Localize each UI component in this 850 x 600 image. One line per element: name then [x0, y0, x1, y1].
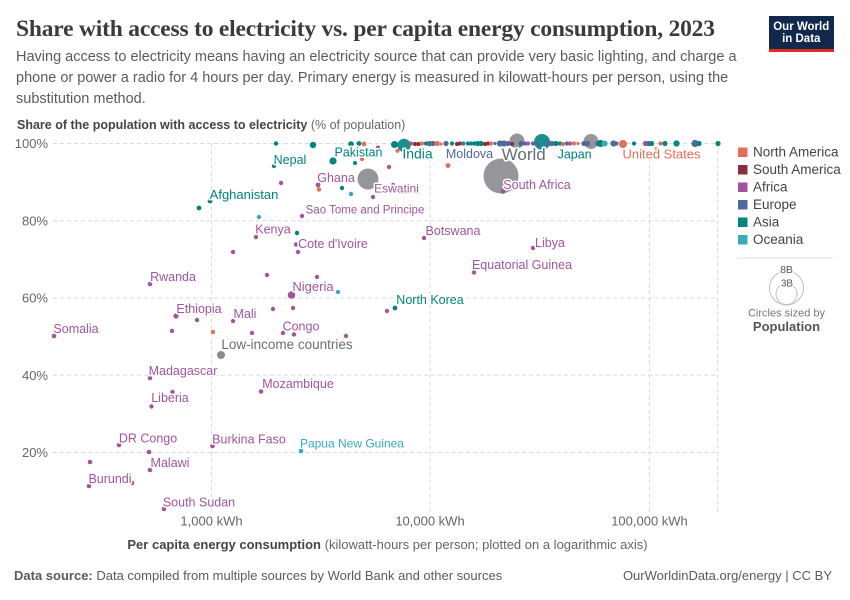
svg-text:Kenya: Kenya: [255, 222, 290, 236]
svg-text:100,000 kWh: 100,000 kWh: [611, 514, 688, 529]
svg-text:40%: 40%: [22, 368, 48, 383]
svg-text:Oceania: Oceania: [753, 232, 804, 247]
svg-text:Somalia: Somalia: [53, 322, 98, 336]
svg-text:Congo: Congo: [283, 319, 320, 333]
svg-text:Nepal: Nepal: [274, 153, 307, 167]
svg-text:North America: North America: [753, 145, 839, 160]
svg-text:1,000 kWh: 1,000 kWh: [180, 514, 242, 529]
svg-text:Papua New Guinea: Papua New Guinea: [300, 437, 404, 451]
svg-text:100%: 100%: [15, 136, 49, 151]
svg-text:Equatorial Guinea: Equatorial Guinea: [472, 258, 572, 272]
svg-text:Rwanda: Rwanda: [150, 270, 196, 284]
svg-text:Afghanistan: Afghanistan: [210, 187, 279, 202]
svg-text:Mali: Mali: [234, 307, 257, 321]
svg-text:Burkina Faso: Burkina Faso: [212, 432, 286, 446]
svg-text:Botswana: Botswana: [426, 224, 481, 238]
svg-text:Madagascar: Madagascar: [149, 364, 218, 378]
svg-text:Libya: Libya: [535, 236, 565, 250]
svg-text:Pakistan: Pakistan: [335, 145, 383, 159]
svg-text:South Africa: South Africa: [503, 178, 570, 192]
svg-text:Circles sized by: Circles sized by: [748, 308, 826, 320]
svg-text:Europe: Europe: [753, 197, 797, 212]
svg-text:World: World: [502, 145, 546, 164]
svg-text:North Korea: North Korea: [396, 293, 463, 307]
svg-text:Burundi: Burundi: [88, 472, 131, 486]
svg-text:60%: 60%: [22, 291, 48, 306]
svg-text:8B: 8B: [780, 264, 793, 276]
svg-text:Malawi: Malawi: [151, 456, 190, 470]
svg-text:Mozambique: Mozambique: [262, 377, 334, 391]
svg-text:10,000 kWh: 10,000 kWh: [395, 514, 464, 529]
svg-text:Sao Tome and Principe: Sao Tome and Principe: [306, 205, 425, 217]
svg-text:20%: 20%: [22, 445, 48, 460]
svg-text:South America: South America: [753, 162, 841, 177]
svg-text:3B: 3B: [781, 279, 794, 290]
svg-text:Population: Population: [753, 319, 820, 334]
svg-text:Africa: Africa: [753, 180, 788, 195]
svg-text:Japan: Japan: [558, 147, 592, 161]
svg-text:DR Congo: DR Congo: [119, 431, 177, 445]
svg-text:Ghana: Ghana: [317, 171, 355, 185]
svg-text:India: India: [402, 145, 433, 161]
svg-text:Asia: Asia: [753, 215, 780, 230]
svg-text:Nigeria: Nigeria: [292, 279, 334, 294]
svg-text:Low-income countries: Low-income countries: [221, 337, 353, 352]
svg-text:Eswatini: Eswatini: [374, 182, 419, 196]
svg-text:South Sudan: South Sudan: [163, 495, 235, 509]
svg-text:United States: United States: [622, 147, 701, 162]
svg-text:Liberia: Liberia: [151, 391, 189, 405]
svg-text:Cote d'Ivoire: Cote d'Ivoire: [298, 237, 368, 251]
svg-text:80%: 80%: [22, 213, 48, 228]
svg-text:Moldova: Moldova: [446, 147, 493, 161]
svg-text:Ethiopia: Ethiopia: [176, 302, 221, 316]
